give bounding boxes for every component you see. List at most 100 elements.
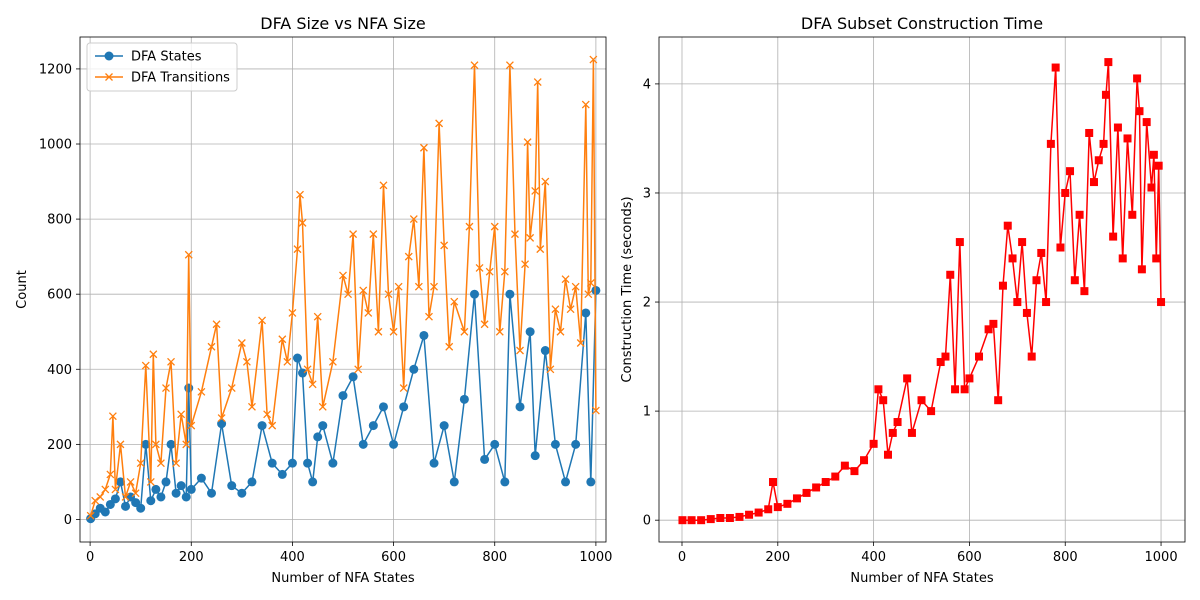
data-point <box>217 414 226 423</box>
data-point <box>318 421 328 431</box>
data-point <box>525 327 535 337</box>
data-point <box>821 478 830 487</box>
y-tick-label: 1000 <box>39 138 72 153</box>
data-point <box>1013 298 1022 307</box>
data-point <box>354 365 363 374</box>
data-point <box>505 289 515 299</box>
series-2 <box>86 55 600 520</box>
axes-frame <box>79 36 607 543</box>
data-point <box>439 421 449 431</box>
data-point <box>1147 183 1156 192</box>
data-point <box>445 342 454 351</box>
data-point <box>344 290 353 299</box>
data-point <box>1051 63 1060 72</box>
data-point <box>965 374 974 383</box>
data-point <box>409 364 419 374</box>
data-point <box>91 496 100 505</box>
data-point <box>697 516 706 525</box>
x-tick-label: 0 <box>86 550 94 565</box>
data-point <box>840 461 849 470</box>
data-point <box>516 346 524 355</box>
data-point <box>1104 58 1113 67</box>
data-point <box>136 503 146 513</box>
data-point <box>1018 238 1027 247</box>
data-point <box>1113 123 1122 132</box>
data-point <box>936 358 945 367</box>
data-point <box>278 335 287 344</box>
data-point <box>248 402 256 411</box>
data-point <box>1056 243 1065 252</box>
data-point <box>296 190 304 199</box>
y-axis-label: Count <box>15 270 30 309</box>
x-tick-label: 200 <box>179 550 204 565</box>
chart-2: 0 200 400 600 800 1000 0 1 2 3 4 DFA Subset Constru… <box>620 14 1186 586</box>
data-point <box>110 494 120 504</box>
data-point <box>298 218 307 227</box>
y-tick-label: 0 <box>643 514 651 529</box>
data-point <box>404 252 413 261</box>
data-point <box>106 470 115 479</box>
data-point <box>149 350 158 359</box>
data-point <box>879 396 888 405</box>
data-point <box>984 325 993 334</box>
x-axis-label: Number of NFA States <box>850 571 993 586</box>
data-point <box>975 352 984 361</box>
data-point <box>735 512 744 521</box>
data-point <box>566 305 575 314</box>
series-line <box>89 58 597 516</box>
chart-title: DFA Size vs NFA Size <box>260 14 425 33</box>
data-point <box>425 312 433 321</box>
y-tick-label: 1 <box>643 405 651 420</box>
data-point <box>500 477 510 487</box>
data-point <box>495 327 504 336</box>
data-point <box>358 439 368 449</box>
legend: DFA States DFA Transitions <box>86 42 238 92</box>
data-point <box>303 365 312 374</box>
data-point <box>379 181 388 190</box>
data-point <box>874 385 883 394</box>
data-point <box>196 473 206 483</box>
data-point <box>399 402 409 412</box>
data-point <box>869 439 878 448</box>
data-point <box>338 391 348 401</box>
data-point <box>540 346 550 356</box>
data-point <box>368 421 378 431</box>
data-point <box>1118 254 1127 263</box>
data-point <box>115 477 125 487</box>
data-point <box>131 489 140 498</box>
data-point <box>470 61 479 70</box>
data-point <box>181 492 191 502</box>
data-point <box>414 282 423 291</box>
y-tick-label: 4 <box>643 77 651 92</box>
data-point <box>141 361 150 370</box>
data-point <box>121 501 131 511</box>
data-point <box>706 515 715 524</box>
x-tick-label: 200 <box>765 550 790 565</box>
data-point <box>247 477 257 487</box>
data-point <box>146 496 156 506</box>
data-point <box>141 439 151 449</box>
data-point <box>378 402 388 412</box>
data-point <box>530 451 540 461</box>
data-point <box>184 250 193 259</box>
data-point <box>883 450 892 459</box>
data-point <box>449 477 459 487</box>
data-point <box>328 458 338 468</box>
x-tick-label: 1000 <box>579 550 612 565</box>
data-point <box>792 494 801 503</box>
x-tick-label: 1000 <box>1145 550 1178 565</box>
data-point <box>1135 107 1144 116</box>
data-point <box>151 484 161 494</box>
data-point <box>156 492 166 502</box>
series-1 <box>86 285 601 524</box>
data-point <box>227 384 236 393</box>
data-point <box>430 282 438 291</box>
data-point <box>435 119 444 128</box>
data-point <box>1101 90 1110 99</box>
data-point <box>955 238 964 247</box>
axes-frame <box>658 36 1186 543</box>
data-point <box>339 271 347 280</box>
data-point <box>440 241 449 250</box>
legend-label: DFA Transitions <box>131 71 230 86</box>
data-point <box>108 412 117 421</box>
